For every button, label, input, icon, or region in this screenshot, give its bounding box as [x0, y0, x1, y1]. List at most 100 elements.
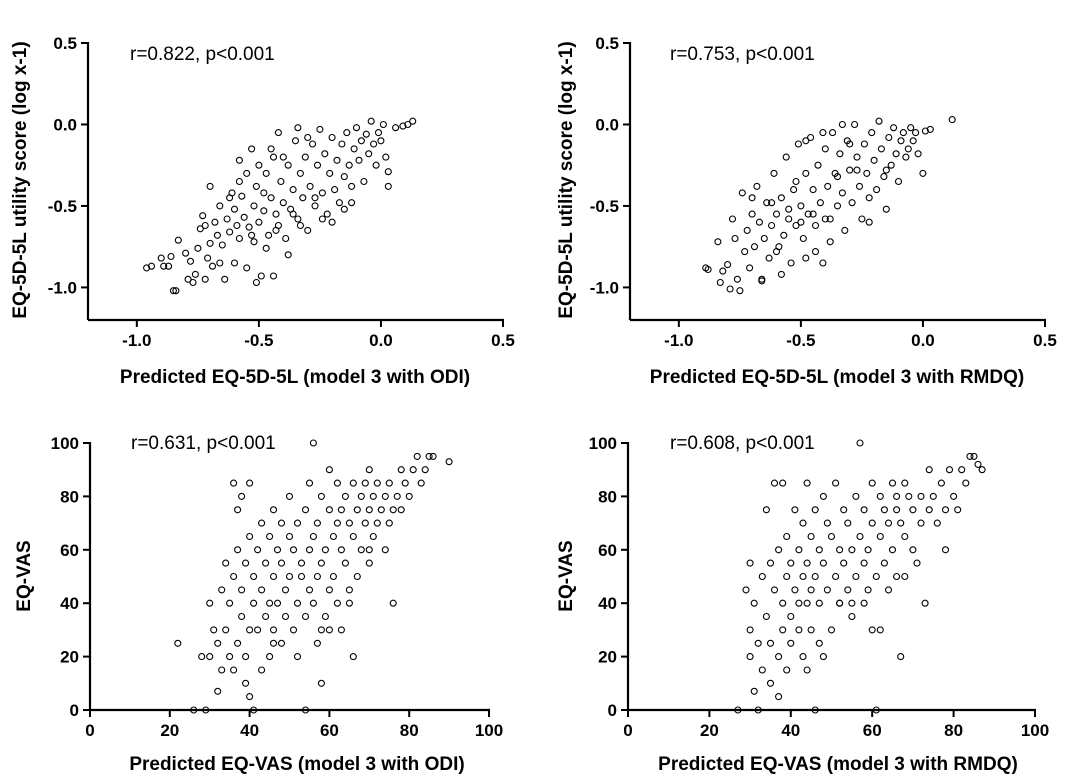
panel-a-point	[201, 275, 209, 283]
panel-d-point	[775, 546, 783, 554]
panel-a-point	[338, 140, 346, 148]
panel-b-point	[758, 277, 766, 285]
panel-a-point	[384, 168, 392, 176]
panel-a-point	[282, 234, 290, 243]
panel-d-ytick-label: 60	[598, 541, 617, 560]
panel-a-point	[318, 215, 326, 223]
panel-c-ticks: 0 20 40 60 80 100 0 20 40 60 80 100	[51, 434, 504, 740]
panel-d-point	[897, 653, 905, 661]
panel-c-point	[285, 532, 294, 541]
panel-c-point	[381, 492, 389, 500]
panel-c-point	[377, 506, 385, 514]
panel-b-point	[753, 182, 761, 190]
panel-d-point	[766, 559, 775, 567]
panel-c-xtick-label: 60	[320, 721, 339, 740]
panel-b-point	[897, 137, 905, 145]
panel-a-point	[301, 153, 309, 161]
panel-c-point	[321, 612, 329, 621]
panel-d-point	[852, 492, 860, 500]
panel-d-point	[901, 532, 909, 541]
panel-c-point	[369, 532, 377, 541]
panel-c-point	[285, 492, 294, 500]
panel-a-point	[250, 238, 258, 246]
panel-d-point	[803, 559, 811, 567]
panel-a-ytick-label: -0.5	[48, 197, 77, 216]
panel-c-point	[214, 687, 222, 695]
panel-b-point	[870, 156, 878, 164]
panel-c-point	[281, 612, 290, 621]
panel-c-point	[266, 532, 274, 541]
panel-a-point	[323, 210, 331, 218]
panel-d-point	[868, 479, 876, 487]
panel-c-point	[337, 506, 345, 514]
panel-a-xtick-label: -0.5	[244, 331, 273, 350]
panel-b-point	[750, 243, 759, 251]
panel-c-point	[234, 506, 242, 514]
panel-b-axes	[628, 42, 1046, 322]
panel-d-axes	[626, 442, 1036, 712]
panel-a-point	[377, 137, 385, 145]
panel-b-point	[912, 129, 920, 137]
panel-d-point	[872, 706, 880, 714]
panel-d-point	[848, 546, 856, 554]
panel-d-point	[766, 679, 775, 687]
panel-c-point	[425, 452, 433, 460]
panel-a-point	[199, 212, 207, 220]
panel-b-xlabel: Predicted EQ-5D-5L (model 3 with RMDQ)	[650, 367, 1024, 388]
panel-a-point	[235, 177, 243, 186]
panel-c-point	[293, 653, 302, 661]
panel-c-point	[246, 626, 254, 634]
panel-b-point	[763, 199, 771, 207]
panel-c-point	[262, 612, 270, 621]
panel-b-point	[885, 133, 893, 142]
panel-d-point	[803, 666, 811, 674]
panel-a-point	[274, 129, 282, 137]
panel-b-point	[792, 177, 800, 186]
panel-b-point	[807, 133, 815, 142]
panel-c-ytick-label: 20	[60, 648, 79, 667]
panel-b-point	[926, 125, 934, 133]
panel-c-ytick-label: 0	[70, 701, 79, 720]
panel-d-point	[929, 492, 937, 500]
panel-b-point	[873, 186, 881, 194]
panel-d-point	[917, 519, 925, 527]
panel-a-point	[248, 145, 256, 153]
panel-b-xtick-label: 0.5	[1033, 331, 1057, 350]
panel-a-point	[216, 202, 224, 210]
panel-b-point	[833, 173, 842, 181]
panel-a-point	[218, 241, 226, 249]
panel-a-point	[206, 239, 214, 247]
panel-c-point	[341, 492, 349, 500]
panel-a-point	[340, 173, 348, 181]
panel-a-point	[365, 150, 373, 158]
panel-a-point	[233, 221, 241, 230]
panel-c: 0 20 40 60 80 100 0 20 40 60 80 100 r=0.631, p<0.00…	[14, 433, 503, 775]
panel-b-xtick-label: -0.5	[786, 331, 815, 350]
panel-d-point	[770, 479, 779, 487]
panel-b-point	[714, 238, 722, 246]
panel-a-point	[250, 202, 258, 210]
panel-b-point	[787, 259, 795, 267]
panel-b-point	[863, 169, 871, 177]
panel-b-point	[829, 129, 837, 137]
panel-b-xtick-label: -1.0	[664, 331, 693, 350]
panel-c-ytick-label: 100	[51, 434, 79, 453]
panel-c-point	[301, 506, 310, 514]
panel-c-point	[365, 546, 373, 554]
panel-a-point	[230, 259, 239, 267]
panel-a-point	[262, 244, 270, 252]
panel-d-point	[836, 599, 844, 607]
panel-d-point	[860, 599, 868, 607]
panel-c-point	[190, 706, 198, 714]
panel-b-point	[819, 129, 827, 137]
panel-b-point	[731, 234, 739, 243]
panel-c-point	[309, 532, 317, 541]
panel-c-points	[174, 439, 453, 714]
panel-d-point	[770, 586, 779, 594]
panel-d-point	[958, 466, 966, 474]
panel-b-point	[824, 182, 832, 190]
panel-d-point	[807, 586, 815, 594]
panel-d-point	[746, 626, 754, 634]
panel-d-ytick-label: 20	[598, 648, 617, 667]
panel-c-point	[277, 639, 286, 647]
